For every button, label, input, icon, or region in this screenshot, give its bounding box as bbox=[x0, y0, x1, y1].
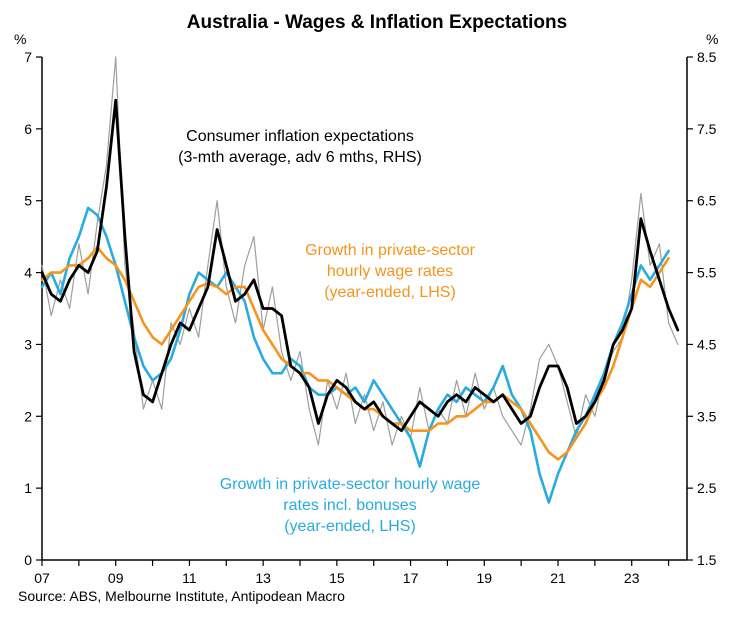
right-axis-tick-label: 4.5 bbox=[697, 336, 717, 352]
x-axis-tick-label: 11 bbox=[182, 570, 197, 586]
right-axis-unit: % bbox=[706, 31, 719, 47]
left-axis-tick-label: 7 bbox=[24, 49, 32, 65]
right-axis-tick-label: 2.5 bbox=[697, 480, 717, 496]
left-axis-tick-label: 4 bbox=[24, 265, 32, 281]
right-axis-tick-label: 3.5 bbox=[697, 408, 717, 424]
left-axis-unit: % bbox=[14, 31, 27, 47]
x-axis-tick-label: 19 bbox=[476, 570, 492, 586]
x-axis-tick-label: 15 bbox=[329, 570, 345, 586]
series-line-inflation-expectations-3mth bbox=[40, 98, 680, 433]
left-axis-tick-label: 0 bbox=[24, 552, 32, 568]
x-axis-tick-label: 09 bbox=[108, 570, 124, 586]
left-axis-tick-label: 6 bbox=[24, 121, 32, 137]
x-axis-tick-label: 21 bbox=[550, 570, 566, 586]
left-axis-tick-label: 2 bbox=[24, 408, 32, 424]
right-axis-tick-label: 5.5 bbox=[697, 265, 717, 281]
series-line-inflation-expectations-monthly bbox=[41, 56, 679, 446]
annotation-inflation-expectations: Consumer inflation expectations (3-mth a… bbox=[178, 128, 422, 167]
x-axis-tick-label: 07 bbox=[34, 570, 50, 586]
right-axis-tick-label: 6.5 bbox=[697, 193, 717, 209]
right-axis-tick-label: 7.5 bbox=[697, 121, 717, 137]
annotation-hourly-wages: Growth in private-sector hourly wage rat… bbox=[305, 242, 475, 302]
x-axis-tick-label: 23 bbox=[624, 570, 640, 586]
x-axis-tick-label: 17 bbox=[403, 570, 419, 586]
left-axis-tick-label: 1 bbox=[24, 480, 32, 496]
right-axis-tick-label: 8.5 bbox=[697, 49, 717, 65]
left-axis-tick-label: 3 bbox=[24, 336, 32, 352]
left-axis-tick-label: 5 bbox=[24, 193, 32, 209]
source-note: Source: ABS, Melbourne Institute, Antipo… bbox=[18, 588, 345, 604]
annotation-wages-incl-bonuses: Growth in private-sector hourly wage rat… bbox=[219, 476, 481, 536]
chart-title: Australia - Wages & Inflation Expectatio… bbox=[186, 12, 568, 33]
x-axis-tick-label: 13 bbox=[255, 570, 271, 586]
series-line-wages-incl-bonuses bbox=[40, 206, 670, 504]
right-axis-tick-label: 1.5 bbox=[697, 552, 717, 568]
